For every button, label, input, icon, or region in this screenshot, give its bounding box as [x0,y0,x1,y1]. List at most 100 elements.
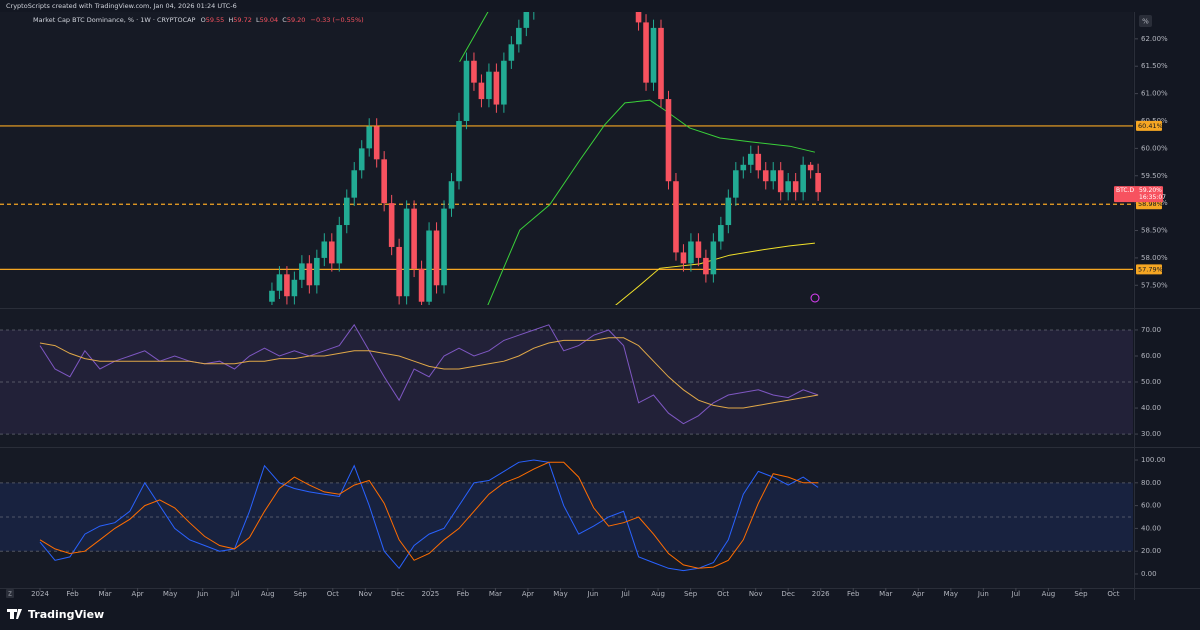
x-tick-label: Oct [1107,590,1119,598]
candle-body [703,257,709,275]
candle-body [785,181,791,193]
x-tick-label: Feb [66,590,79,598]
candle-body [284,274,290,297]
candle-body [658,27,664,100]
y-tick-label: 100.00 [1141,456,1166,464]
y-tick-label: 57.50% [1141,281,1168,289]
candle-body [710,241,717,275]
candle-body [433,230,440,286]
symbol-legend: Market Cap BTC Dominance, % · 1W · CRYPT… [33,16,364,24]
candle-body [381,159,387,204]
y-tick-label: 50.00 [1141,378,1161,386]
y-tick-label: 0.00 [1141,570,1157,578]
x-tick-label: Aug [651,590,665,598]
candle-body [733,170,739,198]
x-tick-label: Oct [717,590,729,598]
x-tick-label: Nov [358,590,372,598]
alert-icon[interactable] [810,293,820,303]
ohlc-h: H [228,16,233,24]
x-tick-label: 2024 [31,590,49,598]
candle-body [299,263,305,280]
y-tick-label: 62.00% [1141,35,1168,43]
symbol: Market Cap BTC Dominance, % · 1W · CRYPT… [33,16,196,24]
candle-body [276,274,283,291]
price-tag-label: 60.41% [1138,122,1163,130]
candle-body [456,120,462,182]
indicator-line [39,459,819,572]
x-tick-label: 2025 [421,590,439,598]
candle-body [343,197,350,226]
y-tick-label: 60.00% [1141,144,1168,152]
candle-body [306,263,313,286]
candle-body [403,208,410,297]
author-note: CryptoScripts created with TradingView.c… [6,2,237,10]
y-tick-label: 58.00% [1141,254,1168,262]
candle-body [523,12,530,28]
candle-body [351,170,358,198]
brand: TradingView [7,608,104,621]
y-tick-label: 60.00 [1141,502,1161,510]
x-tick-label: May [944,590,958,598]
candle-body [762,170,769,182]
candle-body [314,257,320,286]
plot-area [0,12,1133,588]
candle-body [815,173,821,193]
last-price-tag [1114,186,1163,203]
candle-body [291,279,298,297]
x-tick-label: Aug [261,590,275,598]
tz-button[interactable] [6,589,14,598]
price-tag [1136,120,1162,131]
candle-body [777,170,784,193]
candle-body [650,27,657,83]
x-tick-label: Dec [391,590,405,598]
price-tag-label: 57.79% [1138,265,1163,273]
ohlc-l-val: 59.04 [260,16,279,24]
candle-body [329,241,335,264]
candle-body [358,148,365,171]
x-tick-label: May [553,590,567,598]
candle-body [800,164,806,193]
last-price: 59.20% [1139,187,1162,194]
y-tick-label: 59.50% [1141,172,1168,180]
scale-button-label[interactable]: % [1142,18,1149,26]
x-tick-label: Dec [781,590,795,598]
ohlc-c-val: 59.20 [287,16,306,24]
y-tick-label: 60.00 [1141,352,1161,360]
candle-body [643,22,649,83]
candle-body [725,197,732,226]
scale-button[interactable] [1139,15,1152,27]
brand-name: TradingView [28,608,104,621]
x-tick-label: Apr [912,590,924,598]
candle-body [441,208,447,286]
candle-body [673,181,679,253]
x-tick-label: Feb [457,590,470,598]
candle-body [747,153,754,165]
y-tick-label: 70.00 [1141,326,1161,334]
x-tick-label: Mar [98,590,111,598]
candle-body [269,290,275,302]
candle-body [463,60,470,121]
candle-body [396,246,402,297]
candle-body [680,252,687,264]
candle-body [373,126,380,160]
x-tick-label: Jul [1011,590,1021,598]
candle-body [411,208,417,269]
pane [0,12,1133,305]
candle-body [478,82,485,100]
candle-body [493,71,500,105]
candle-body [418,268,425,302]
candle-body [718,225,724,242]
candle-body [807,164,814,171]
candle-body [471,60,477,83]
candle-body [792,181,799,193]
x-tick-label: Jun [196,590,208,598]
last-symbol: BTC.D [1116,187,1135,194]
candle-body [508,44,515,61]
indicator-line [39,337,819,409]
x-tick-label: Jul [230,590,240,598]
candle-body [740,164,747,171]
candle-body [336,225,343,264]
x-tick-label: Apr [132,590,144,598]
ohlc-o-val: 59.55 [206,16,225,24]
